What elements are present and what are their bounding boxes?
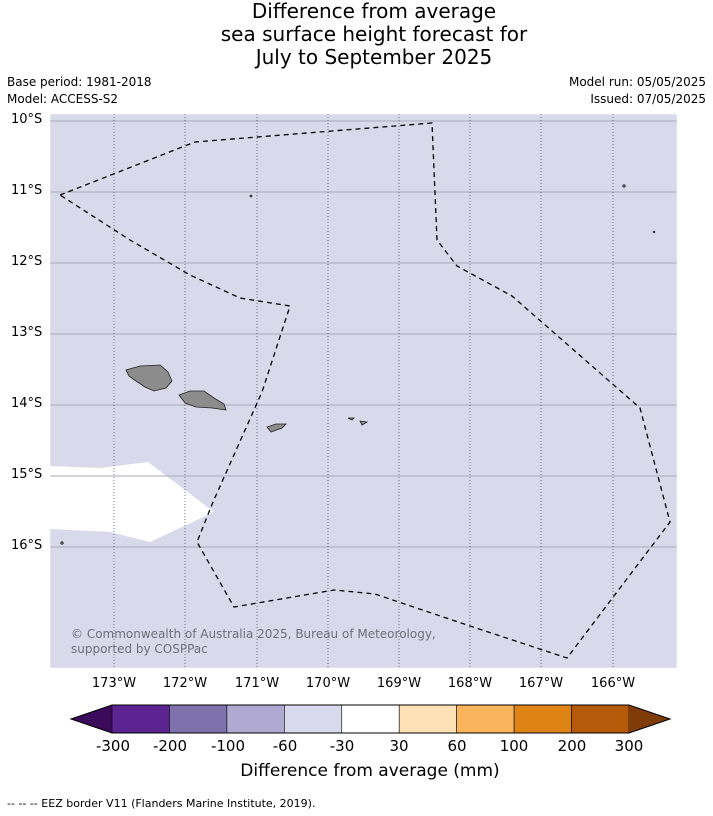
cb-tick-4: -30 (329, 737, 355, 755)
lon-label-170w: 170°W (305, 676, 351, 691)
cb-tick-6: 60 (447, 737, 467, 755)
colorbar-extend-low (71, 705, 112, 733)
colorbar-cells (111, 704, 630, 734)
credit-text: © Commonwealth of Australia 2025, Bureau… (71, 627, 436, 656)
colorbar (69, 704, 672, 734)
island-islet-b (622, 184, 626, 188)
title-line-3: July to September 2025 (255, 45, 493, 69)
cb-tick-0: -300 (95, 737, 131, 755)
model-name: Model: ACCESS-S2 (7, 92, 119, 106)
colorbar-title: Difference from average (mm) (240, 761, 500, 781)
map-frame (49, 113, 678, 669)
title-line-1: Difference from average (251, 0, 497, 23)
base-period: Base period: 1981-2018 (7, 75, 152, 89)
island-tau (359, 420, 369, 426)
lat-label-11s: 11°S (11, 183, 43, 198)
lon-label-168w: 168°W (447, 676, 493, 691)
island-islet-d (60, 541, 64, 545)
lon-label-171w: 171°W (234, 676, 280, 691)
meta-left: Base period: 1981-2018 Model: ACCESS-S2 (7, 74, 152, 108)
lat-label-15s: 15°S (11, 467, 43, 482)
colorbar-cell-8 (571, 704, 630, 734)
issued-date: Issued: 07/05/2025 (590, 92, 706, 106)
colorbar-cell-4 (341, 704, 400, 734)
colorbar-cell-2 (226, 704, 285, 734)
cb-tick-2: -100 (210, 737, 246, 755)
lat-gridlines (50, 120, 677, 548)
cb-tick-5: 30 (389, 737, 409, 755)
colorbar-cell-0 (111, 704, 170, 734)
ocean-area (50, 114, 677, 668)
cb-tick-8: 200 (557, 737, 587, 755)
lon-label-167w: 167°W (518, 676, 564, 691)
near-normal-region (50, 462, 214, 542)
lat-label-13s: 13°S (11, 325, 43, 340)
title-line-2: sea surface height forecast for (220, 22, 528, 46)
island-ofu (347, 417, 355, 421)
lat-label-14s: 14°S (11, 396, 43, 411)
colorbar-outline (69, 704, 672, 734)
colorbar-extend-high (629, 705, 670, 733)
lon-label-166w: 166°W (590, 676, 636, 691)
eez-border (58, 122, 671, 659)
lat-label-10s: 10°S (11, 112, 43, 127)
footnote-eez: -- -- -- EEZ border V11 (Flanders Marine… (7, 797, 316, 810)
chart-title: Difference from average sea surface heig… (0, 0, 713, 69)
lat-label-16s: 16°S (11, 538, 43, 553)
colorbar-cell-3 (284, 704, 343, 734)
model-run: Model run: 05/05/2025 (568, 75, 706, 89)
lon-gridlines (113, 114, 614, 668)
colorbar-cell-1 (169, 704, 228, 734)
island-savaii (125, 364, 173, 392)
cb-tick-3: -60 (272, 737, 298, 755)
island-islet-a (249, 194, 253, 198)
cb-tick-1: -200 (152, 737, 188, 755)
colorbar-cell-6 (456, 704, 515, 734)
lon-label-172w: 172°W (162, 676, 208, 691)
colorbar-cell-7 (513, 704, 572, 734)
land-islands (60, 184, 656, 545)
copyright-credit: © Commonwealth of Australia 2025, Bureau… (71, 627, 491, 657)
cb-tick-7: 100 (499, 737, 529, 755)
cb-tick-9: 300 (614, 737, 644, 755)
colorbar-cell-5 (398, 704, 457, 734)
island-upolu (178, 390, 227, 411)
lat-label-12s: 12°S (11, 254, 43, 269)
meta-right: Model run: 05/05/2025 Issued: 07/05/2025 (569, 74, 706, 108)
lon-label-169w: 169°W (376, 676, 422, 691)
island-tutuila (266, 423, 287, 433)
lon-label-173w: 173°W (91, 676, 137, 691)
island-islet-c (652, 230, 656, 234)
